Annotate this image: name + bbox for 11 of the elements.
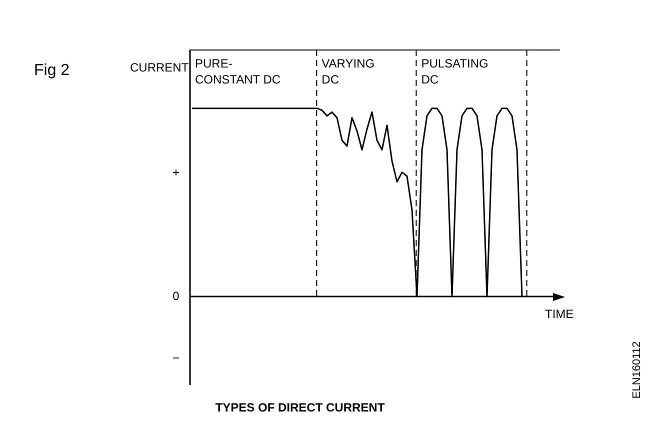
text: PURE- CONSTANT DC [195,56,281,86]
text: PULSATING DC [421,56,488,86]
y-axis-title: CURRENT [130,60,190,74]
text: − [172,350,180,365]
text: + [172,166,180,180]
x-axis-title: TIME [545,306,574,321]
text: ELN160112 [631,341,644,399]
text: 0 [172,288,180,303]
text: Fig 2 [34,62,70,80]
text: TYPES OF DIRECT CURRENT [215,400,386,414]
text: VARYING DC [322,56,375,86]
